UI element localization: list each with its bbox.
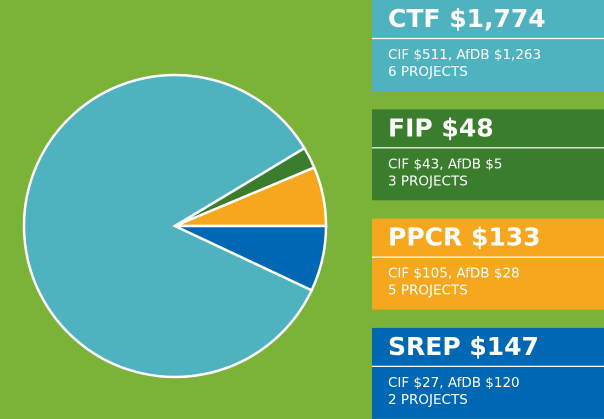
value-label: $133 [471, 223, 541, 252]
legend-detail: CIF $27, AfDB $120 [388, 375, 520, 391]
legend-header [372, 0, 604, 38]
legend-detail: CIF $511, AfDB $1,263 [388, 47, 541, 63]
legend-title: FIP $48 [388, 113, 494, 142]
pie-slice [174, 224, 328, 292]
legend-body [372, 366, 604, 419]
pie-slice [22, 73, 314, 379]
value-label: $1,774 [449, 4, 545, 33]
legend-body [372, 39, 604, 91]
legend-header [372, 218, 604, 257]
legend-detail: 2 PROJECTS [388, 392, 468, 408]
legend-body [372, 257, 604, 310]
value-label: $48 [441, 113, 493, 142]
legend-body [372, 148, 604, 201]
legend-title: CTF $1,774 [388, 4, 546, 33]
legend-detail: 6 PROJECTS [388, 64, 468, 80]
legend-title: SREP $147 [388, 332, 539, 361]
value-label: $147 [469, 332, 539, 361]
category-label: PPCR [388, 223, 462, 252]
legend-header [372, 109, 604, 148]
legend-detail: 3 PROJECTS [388, 173, 468, 189]
category-label: SREP [388, 332, 461, 361]
category-label: CTF [388, 4, 440, 33]
category-label: FIP [388, 113, 433, 142]
legend-detail: 5 PROJECTS [388, 283, 468, 299]
legend-header [372, 327, 604, 366]
legend-detail: CIF $105, AfDB $28 [388, 266, 520, 282]
legend-title: PPCR $133 [388, 223, 541, 252]
legend-detail: CIF $43, AfDB $5 [388, 156, 502, 172]
